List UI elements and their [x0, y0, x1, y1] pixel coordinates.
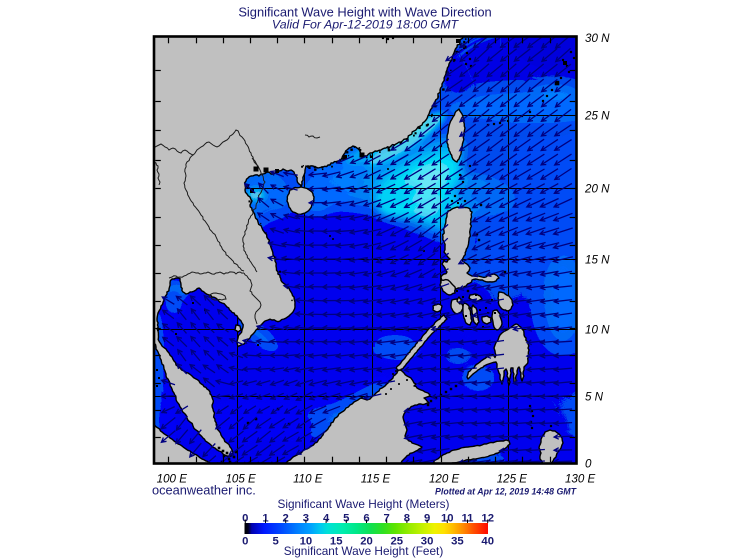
svg-text:3: 3 [303, 513, 309, 525]
svg-text:25 N: 25 N [584, 110, 610, 123]
svg-text:35: 35 [451, 536, 464, 548]
svg-text:10: 10 [441, 513, 454, 525]
svg-text:125 E: 125 E [497, 473, 528, 486]
svg-text:10 N: 10 N [585, 324, 610, 337]
svg-text:5: 5 [272, 536, 278, 548]
svg-text:2: 2 [283, 513, 289, 525]
svg-text:12: 12 [481, 513, 494, 525]
svg-text:20 N: 20 N [584, 183, 610, 196]
svg-text:0: 0 [242, 536, 248, 548]
svg-text:Plotted at Apr 12, 2019 14:48: Plotted at Apr 12, 2019 14:48 GMT [435, 487, 577, 497]
svg-text:15 N: 15 N [585, 254, 610, 267]
svg-text:20: 20 [360, 536, 373, 548]
svg-text:9: 9 [424, 513, 430, 525]
svg-text:11: 11 [462, 513, 474, 525]
svg-text:30 N: 30 N [585, 32, 610, 45]
svg-text:Valid For Apr-12-2019 18:00 GM: Valid For Apr-12-2019 18:00 GMT [272, 18, 460, 32]
svg-text:4: 4 [323, 513, 330, 525]
svg-text:0: 0 [585, 458, 592, 471]
svg-text:115 E: 115 E [361, 473, 391, 486]
svg-text:100 E: 100 E [157, 473, 188, 486]
svg-text:30: 30 [421, 536, 434, 548]
svg-text:25: 25 [391, 536, 404, 548]
svg-text:130 E: 130 E [565, 473, 596, 486]
svg-text:105 E: 105 E [225, 473, 256, 486]
svg-text:120 E: 120 E [429, 473, 460, 486]
svg-text:7: 7 [384, 513, 390, 525]
svg-text:Significant Wave Height with W: Significant Wave Height with Wave Direct… [238, 5, 491, 20]
svg-text:5: 5 [343, 513, 349, 525]
svg-text:15: 15 [330, 536, 343, 548]
svg-text:40: 40 [481, 536, 494, 548]
svg-text:oceanweather inc.: oceanweather inc. [152, 483, 256, 498]
svg-text:8: 8 [404, 513, 410, 525]
svg-text:1: 1 [262, 513, 268, 525]
svg-text:Significant Wave Height (Feet): Significant Wave Height (Feet) [284, 544, 444, 558]
svg-text:10: 10 [300, 536, 313, 548]
svg-text:0: 0 [242, 513, 248, 525]
svg-text:6: 6 [363, 513, 369, 525]
svg-text:110 E: 110 E [293, 473, 323, 486]
svg-text:Significant Wave Height (Meter: Significant Wave Height (Meters) [278, 497, 450, 511]
svg-text:5 N: 5 N [585, 391, 604, 404]
